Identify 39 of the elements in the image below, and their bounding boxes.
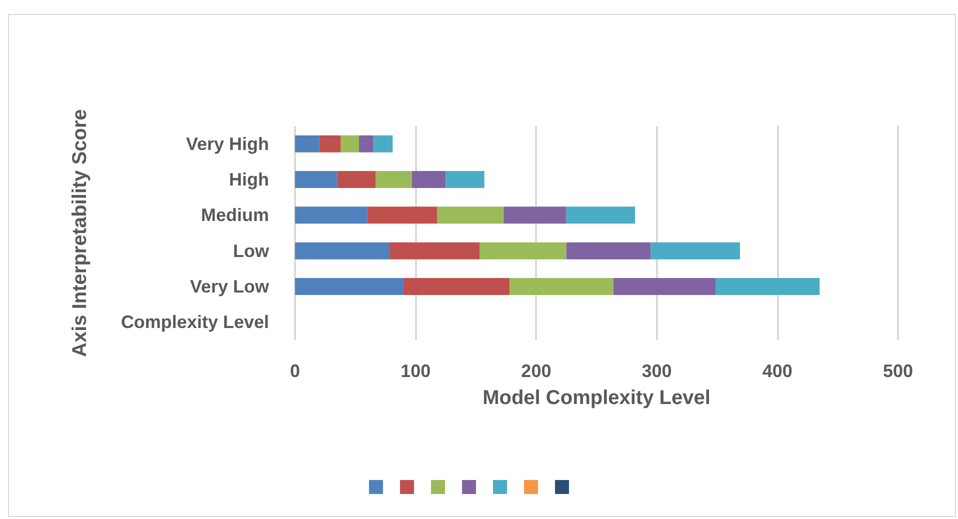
bar bbox=[295, 278, 404, 295]
y-tick-label: Medium bbox=[200, 205, 269, 226]
bar bbox=[480, 242, 566, 260]
bar bbox=[566, 242, 651, 260]
bar bbox=[373, 135, 393, 152]
bar bbox=[412, 171, 446, 188]
bar bbox=[404, 278, 510, 295]
bar bbox=[566, 206, 636, 224]
y-tick-label: Very High bbox=[186, 134, 269, 154]
bar bbox=[295, 242, 390, 260]
bar bbox=[504, 206, 566, 224]
bar bbox=[319, 135, 341, 152]
y-tick-label: Very Low bbox=[190, 276, 270, 296]
bar bbox=[437, 206, 504, 224]
bar bbox=[295, 206, 368, 224]
x-tick-label: 500 bbox=[882, 361, 914, 381]
bar bbox=[716, 278, 820, 295]
x-tick-label: 400 bbox=[762, 361, 792, 381]
x-tick-label: 200 bbox=[521, 361, 552, 381]
bar bbox=[613, 278, 716, 295]
x-tick-label: 0 bbox=[290, 361, 300, 381]
bar bbox=[446, 171, 484, 188]
x-tick-label: 300 bbox=[642, 361, 672, 381]
bar bbox=[358, 135, 374, 152]
bar bbox=[650, 242, 740, 260]
bar bbox=[367, 206, 438, 224]
bar bbox=[389, 242, 480, 260]
x-axis-title: Model Complexity Level bbox=[482, 387, 710, 409]
y-tick-label: Complexity Level bbox=[120, 312, 269, 332]
bar bbox=[340, 135, 359, 152]
bar bbox=[295, 135, 320, 152]
bar bbox=[295, 171, 338, 188]
y-axis-title: Axis Interpretability Score bbox=[69, 109, 91, 357]
y-tick-label: Low bbox=[233, 240, 270, 261]
bar bbox=[376, 171, 412, 188]
x-tick-label: 100 bbox=[400, 361, 431, 381]
bar bbox=[510, 278, 614, 295]
y-tick-label: High bbox=[229, 170, 269, 190]
bar bbox=[337, 171, 376, 188]
